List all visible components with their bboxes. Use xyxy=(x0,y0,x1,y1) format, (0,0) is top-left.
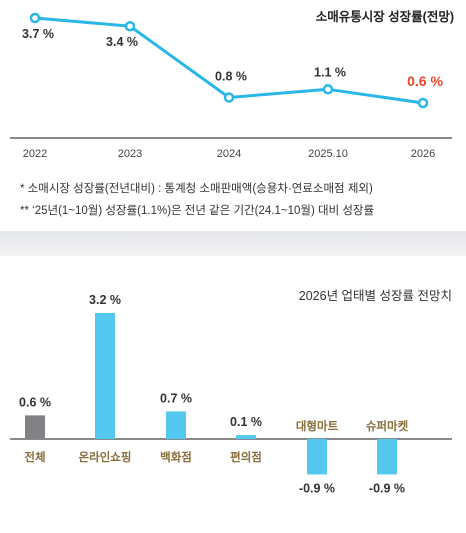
x-tick-label-3: 2025.10 xyxy=(308,148,348,160)
line-chart-panel: 소매유통시장 성장률(전망) 3.7 % 2022 3.4 % 2023 0.8 % 20… xyxy=(0,0,466,231)
data-point-4 xyxy=(417,97,429,109)
data-point-2 xyxy=(223,92,235,103)
data-point-0 xyxy=(29,12,41,24)
data-label-2: 0.8 % xyxy=(215,70,247,84)
category-label-4: 대형마트 xyxy=(296,419,339,433)
bar-chart-title: 2026년 업태별 성장률 전망치 xyxy=(298,289,452,303)
category-label-0: 전체 xyxy=(24,450,45,464)
data-label-0: 3.7 % xyxy=(22,27,54,41)
category-label-5: 슈퍼마켓 xyxy=(366,419,409,433)
footnote-1: * 소매시장 성장률(전년대비) : 통계청 소매판매액(승용차·연료소매점 제… xyxy=(20,183,373,195)
category-label-2: 백화점 xyxy=(160,450,192,464)
footnote-2: ** ‘25년(1~10월) 성장률(1.1%)은 전년 같은 기간(24.1~… xyxy=(20,205,375,217)
line-chart: 3.7 % 2022 3.4 % 2023 0.8 % 2024 1.1 % 2025.10 0… xyxy=(10,12,452,160)
bar-0 xyxy=(25,415,45,439)
bar-chart-panel: 2026년 업태별 성장률 전망치 0.6 % 전체 3.2 % 온라인쇼핑 0.7 %… xyxy=(0,256,466,533)
line-chart-title: 소매유통시장 성장률(전망) xyxy=(315,10,454,24)
category-label-1: 온라인쇼핑 xyxy=(79,450,132,464)
x-tick-label-4: 2026 xyxy=(411,148,435,160)
bar-3 xyxy=(236,435,256,439)
bar-4 xyxy=(307,439,327,475)
bar-value-label-1: 3.2 % xyxy=(89,293,121,307)
x-tick-label-0: 2022 xyxy=(23,148,47,160)
bar-value-label-4: -0.9 % xyxy=(299,481,335,495)
bar-2 xyxy=(166,411,186,439)
bar-chart: 0.6 % 전체 3.2 % 온라인쇼핑 0.7 % 백화점 0.1 % 편의점 -0.9 % 대… xyxy=(10,293,452,495)
bar-5 xyxy=(377,439,397,475)
x-tick-label-2: 2024 xyxy=(217,148,241,160)
data-label-4: 0.6 % xyxy=(407,73,443,89)
x-tick-label-1: 2023 xyxy=(118,148,142,160)
data-point-3 xyxy=(322,84,334,95)
section-divider xyxy=(0,231,466,256)
data-label-3: 1.1 % xyxy=(314,65,346,79)
bar-value-label-3: 0.1 % xyxy=(230,415,262,429)
category-label-3: 편의점 xyxy=(230,450,262,464)
data-label-1: 3.4 % xyxy=(106,35,138,49)
bar-value-label-0: 0.6 % xyxy=(19,395,51,409)
bar-value-label-5: -0.9 % xyxy=(369,481,405,495)
data-point-1 xyxy=(124,20,136,32)
bar-value-label-2: 0.7 % xyxy=(160,391,192,405)
bar-1 xyxy=(95,313,115,439)
series-line xyxy=(34,16,424,105)
